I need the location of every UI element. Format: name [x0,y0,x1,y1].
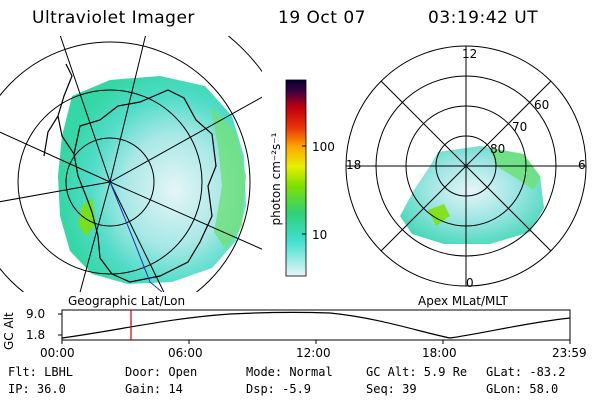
door-field: Door: Open [125,365,198,379]
mlt-label-18: 18 [346,158,362,172]
mlat-label-70: 70 [512,120,528,134]
mlat-mlt-polar-panel [345,45,587,287]
timeline-xtick-2359: 23:59 [552,346,587,360]
filter-field: Flt: LBHL [8,365,74,379]
ip-field: IP: 36.0 [8,382,66,396]
color-scale-bar [285,79,307,277]
latitude-circles [0,36,262,292]
altitude-curve [61,311,571,339]
coastline [73,89,217,283]
timeline-ytick-high: 9.0 [26,307,46,321]
uv-bright-spot-right [428,204,450,226]
gc-alt-field: GC Alt: 5.9 Re [366,365,468,379]
mlt-label-12: 12 [462,47,478,61]
timeline-y-label: GC Alt [2,312,16,350]
mode-field: Mode: Normal [246,365,333,379]
gain-field: Gain: 14 [125,382,183,396]
left-panel-caption: Geographic Lat/Lon [68,294,186,308]
timeline-ytick-low: 1.8 [26,328,46,342]
uv-bright-band-left [210,106,246,250]
mlat-label-80: 80 [490,142,506,156]
mlt-label-6: 6 [578,158,586,172]
longitude-lines [0,36,262,292]
orbit-altitude-timeline [58,309,571,344]
meridian-blue-line [109,181,163,292]
colorbar-unit-label: photon cm⁻²s⁻¹ [269,132,283,226]
uv-bright-spot-left [78,198,96,236]
timeline-xtick-0000: 00:00 [40,346,75,360]
mlt-label-0: 0 [466,276,474,290]
coastline-peninsula [43,63,75,157]
color-scale-gradient [285,79,307,277]
geographic-image-panel [0,36,262,292]
glon-field: GLon: 58.0 [486,382,559,396]
colorbar-tick-10: 10 [312,228,328,242]
app-title: Ultraviolet Imager [32,8,195,28]
seq-field: Seq: 39 [366,382,417,396]
right-panel-caption: Apex MLat/MLT [418,294,508,308]
glat-field: GLat: -83.2 [486,365,566,379]
mlat-label-60: 60 [534,98,550,112]
uv-bright-band-right [490,148,540,190]
mlt-lines [346,46,586,286]
colorbar-tick-100: 100 [312,140,335,154]
uv-emission-region-left [58,76,246,284]
timeline-xtick-1800: 18:00 [422,346,457,360]
date-label: 19 Oct 07 [278,8,366,28]
timeline-xtick-1200: 12:00 [296,346,331,360]
dsp-field: Dsp: -5.9 [246,382,312,396]
timeline-xtick-0600: 06:00 [168,346,203,360]
timeline-frame [61,309,571,341]
time-label: 03:19:42 UT [428,8,539,28]
